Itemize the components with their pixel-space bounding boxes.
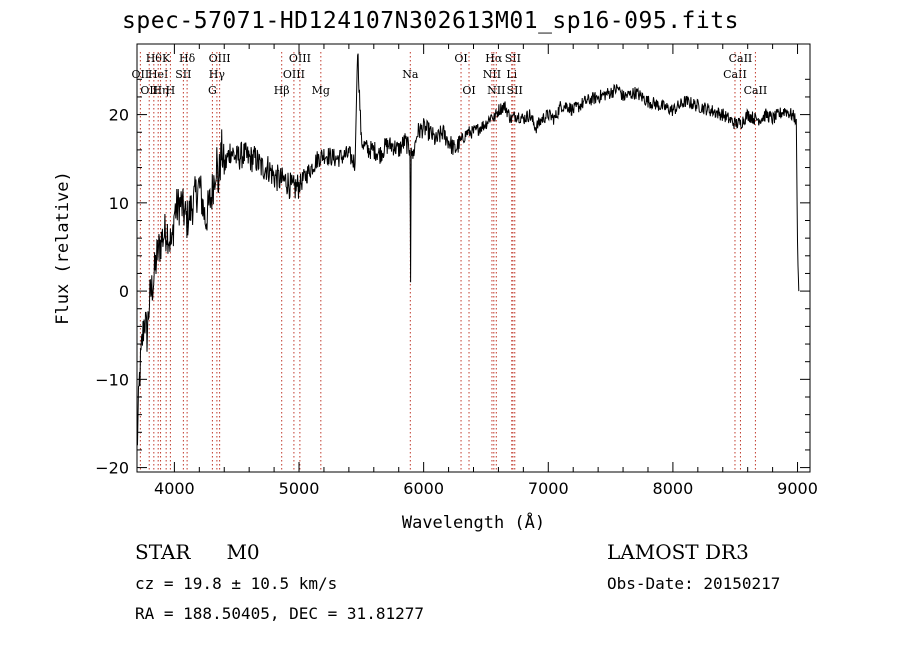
x-tick-label-7000: 7000 [528,479,569,498]
x-tick-label-5000: 5000 [279,479,320,498]
line-label-15: Mg [312,84,330,97]
line-label-23: SII [505,52,521,65]
line-label-19: NII [483,68,501,81]
x-tick-label-8000: 8000 [653,479,694,498]
y-tick-label-20: 20 [109,106,129,125]
line-label-6: H [166,84,176,97]
line-label-14: OIII [289,52,311,65]
chart-title: spec-57071-HD124107N302613M01_sp16-095.f… [122,8,739,34]
line-label-27: CaII [744,84,768,97]
y-tick-label-10: 10 [109,194,129,213]
line-label-25: CaII [723,68,747,81]
line-label-3: HeI [148,68,168,81]
line-label-10: Hγ [209,68,226,81]
line-label-9: G [208,84,217,97]
line-label-22: Li [506,68,517,81]
line-label-16: Na [402,68,419,81]
class-label: STAR M0 [135,540,260,564]
line-label-2: Hθ [146,52,163,65]
line-label-8: Hδ [179,52,196,65]
cz-text: cz = 19.8 ± 10.5 km/s [135,574,338,593]
line-label-1: OII [140,84,158,97]
x-tick-label-6000: 6000 [403,479,444,498]
x-tick-label-4000: 4000 [154,479,195,498]
line-label-12: Hβ [274,84,290,97]
line-label-0: OII [132,68,150,81]
line-label-26: CaII [729,52,753,65]
x-tick-label-9000: 9000 [777,479,818,498]
survey-label: LAMOST DR3 [607,540,749,564]
line-label-24: SII [507,84,523,97]
line-label-20: Hα [485,52,503,65]
x-axis-label: Wavelength (Å) [402,511,545,533]
line-label-17: OI [454,52,467,65]
obsdate-text: Obs-Date: 20150217 [607,574,781,593]
line-label-7: SII [175,68,191,81]
line-label-11: OIII [209,52,231,65]
y-axis-label: Flux (relative) [53,171,73,325]
line-label-4: Hη [152,84,168,97]
class-value: STAR [135,540,191,564]
line-label-5: K [162,52,171,65]
radec-text: RA = 188.50405, DEC = 31.81277 [135,604,424,623]
y-tick-label--20: −20 [95,459,129,478]
line-label-21: NII [487,84,505,97]
line-label-13: OIII [283,68,305,81]
spectrum-line [136,53,800,446]
subclass-value: M0 [226,540,260,564]
line-label-18: OI [462,84,475,97]
y-tick-label-0: 0 [119,282,129,301]
y-tick-label--10: −10 [95,370,129,389]
